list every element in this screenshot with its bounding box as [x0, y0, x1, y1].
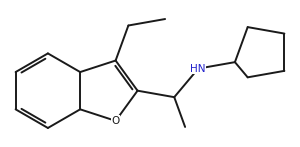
Text: O: O	[112, 116, 120, 126]
Text: HN: HN	[190, 64, 206, 74]
